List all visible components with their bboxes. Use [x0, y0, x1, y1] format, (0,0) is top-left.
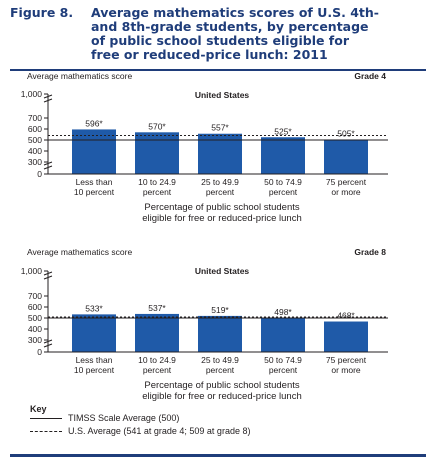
chart-2-data-label-5: 468*: [337, 311, 355, 321]
chart-2-x-tick-label-4-2: percent: [269, 365, 298, 375]
chart-1-ylabel: Average mathematics score: [27, 71, 132, 81]
chart-1-grade-label: Grade 4: [354, 71, 386, 81]
chart-1-x-tick-label-2-2: percent: [143, 187, 172, 197]
figure-title: Figure 8. Average mathematics scores of U…: [10, 6, 429, 62]
figure-title-line-2: and 8th-grade students, by percentage: [91, 19, 369, 34]
chart-1-data-label-5: 505*: [337, 128, 355, 138]
chart-1-data-label-3: 557*: [211, 123, 229, 133]
chart-2-grade-label: Grade 8: [354, 247, 386, 257]
key-us-label: U.S. Average (541 at grade 4; 509 at gra…: [68, 426, 251, 436]
chart-2-data-label-2: 537*: [148, 303, 166, 313]
chart-1-bar-5: [324, 139, 368, 174]
chart-2-y-tick-label-1000: 1,000: [21, 266, 43, 276]
chart-2-bar-1: [72, 314, 116, 352]
chart-2-x-tick-label-1-2: 10 percent: [74, 365, 115, 375]
key-us-line: [30, 431, 62, 432]
chart-1-y-tick-label-300: 300: [28, 157, 42, 167]
chart-1-data-label-1: 596*: [85, 118, 103, 128]
chart-2-x-tick-label-5-1: 75 percent: [326, 355, 367, 365]
chart-1-xlabel-line-1: Percentage of public school students: [144, 202, 300, 213]
chart-2-y-tick-label-300: 300: [28, 335, 42, 345]
chart-2-y-tick-label-0: 0: [37, 347, 42, 357]
chart-2-xlabel-line-2: eligible for free or reduced-price lunch: [142, 391, 301, 402]
key-timss-label: TIMSS Scale Average (500): [68, 413, 180, 423]
chart-1-x-tick-label-3-1: 25 to 49.9: [201, 177, 239, 187]
chart-1-x-tick-label-2-1: 10 to 24.9: [138, 177, 176, 187]
chart-1-xlabel-line-2: eligible for free or reduced-price lunch: [142, 213, 301, 224]
chart-1-y-tick-label-700: 700: [28, 113, 42, 123]
chart-1-bar-4: [261, 137, 305, 174]
chart-1-x-tick-label-4-1: 50 to 74.9: [264, 177, 302, 187]
chart-1-x-tick-label-5-2: or more: [331, 187, 361, 197]
top-rule: [10, 69, 426, 71]
chart-2-x-tick-label-1-1: Less than: [76, 355, 113, 365]
chart-2-data-label-4: 498*: [274, 307, 292, 317]
chart-1-y-tick-label-600: 600: [28, 124, 42, 134]
chart-2-x-tick-label-3-1: 25 to 49.9: [201, 355, 239, 365]
chart-1-bar-2: [135, 132, 179, 174]
chart-1-x-tick-label-1-2: 10 percent: [74, 187, 115, 197]
figure-title-line-4: free or reduced-price lunch: 2011: [91, 47, 328, 62]
chart-2-x-tick-label-3-2: percent: [206, 365, 235, 375]
chart-2-x-tick-label-5-2: or more: [331, 365, 361, 375]
chart-1-axis-break: [43, 161, 53, 170]
chart-2-bar-4: [261, 318, 305, 352]
key-heading: Key: [30, 404, 47, 414]
chart-1-x-tick-label-3-2: percent: [206, 187, 235, 197]
chart-2-data-label-1: 533*: [85, 303, 103, 313]
chart-1-axis-break-top: [43, 94, 53, 103]
chart-2-y-tick-label-400: 400: [28, 324, 42, 334]
chart-1-y-tick-label-0: 0: [37, 169, 42, 179]
chart-2-y-tick-label-700: 700: [28, 291, 42, 301]
chart-2-x-tick-label-2-2: percent: [143, 365, 172, 375]
chart-2-axis-break-top: [43, 271, 53, 280]
chart-2-title: United States: [195, 266, 250, 276]
chart-2-x-tick-label-4-1: 50 to 74.9: [264, 355, 302, 365]
chart-2-x-tick-label-2-1: 10 to 24.9: [138, 355, 176, 365]
chart-2-y-tick-label-500: 500: [28, 313, 42, 323]
chart-1-title: United States: [195, 90, 250, 100]
chart-2-axis-break: [43, 339, 53, 348]
chart-2-bar-5: [324, 321, 368, 352]
chart-2-ylabel: Average mathematics score: [27, 247, 132, 257]
chart-1-y-tick-label-400: 400: [28, 146, 42, 156]
chart-1-x-tick-label-1-1: Less than: [76, 177, 113, 187]
chart-2-bar-2: [135, 313, 179, 352]
figure-title-line-1: Average mathematics scores of U.S. 4th-: [91, 5, 379, 20]
chart-1-x-tick-label-5-1: 75 percent: [326, 177, 367, 187]
chart-1-x-tick-label-4-2: percent: [269, 187, 298, 197]
chart-2-y-tick-label-600: 600: [28, 302, 42, 312]
figure-number: Figure 8.: [10, 5, 74, 20]
chart-1-y-tick-label-1000: 1,000: [21, 89, 43, 99]
chart-1-y-tick-label-500: 500: [28, 135, 42, 145]
figure-title-line-3: of public school students eligible for: [91, 33, 350, 48]
chart-2-bar-3: [198, 315, 242, 352]
chart-1-data-label-2: 570*: [148, 121, 166, 131]
chart-2-data-label-3: 519*: [211, 305, 229, 315]
chart-1-bar-1: [72, 129, 116, 174]
chart-2-xlabel-line-1: Percentage of public school students: [144, 380, 300, 391]
bottom-rule: [10, 454, 426, 457]
chart-1-data-label-4: 525*: [274, 126, 292, 136]
key-timss-line: [30, 418, 62, 419]
